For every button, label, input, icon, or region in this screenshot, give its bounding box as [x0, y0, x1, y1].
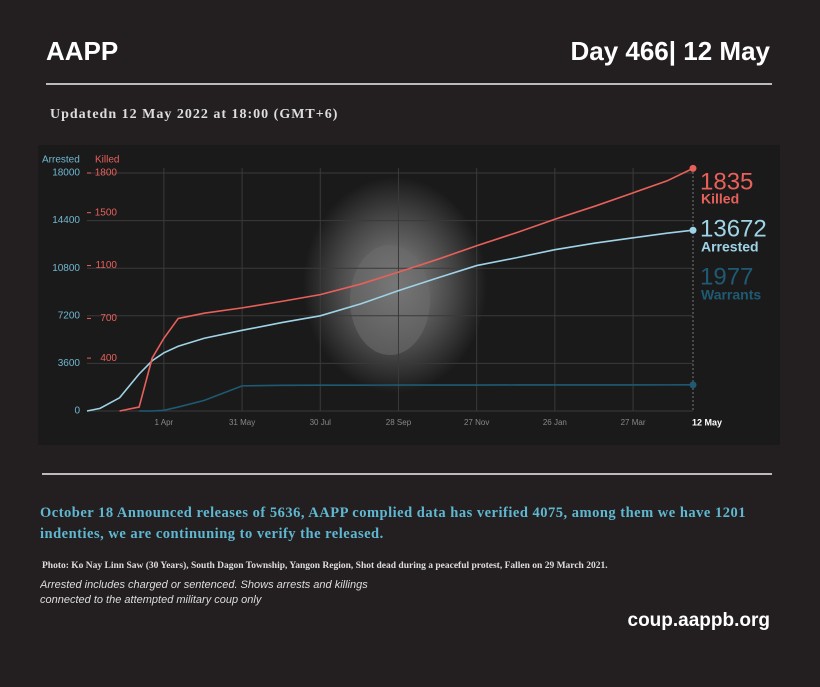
photo-face	[350, 245, 430, 355]
x-tick-label: 1 Apr	[155, 418, 174, 427]
y-axis-title: Arrested	[42, 155, 80, 166]
x-tick-label: 30 Jul	[310, 418, 332, 427]
x-tick-label: 28 Sep	[386, 418, 412, 427]
y2-axis-title: Killed	[95, 155, 119, 166]
y2-tick-label: 400	[100, 353, 117, 364]
end-value-label: 1835	[700, 168, 753, 195]
series-line	[139, 384, 694, 412]
y-tick-label: 7200	[58, 310, 81, 321]
y2-tick-label: 1100	[95, 260, 117, 271]
x-tick-label: 27 Mar	[621, 418, 646, 427]
legend-label: Killed	[701, 191, 739, 207]
series-line	[119, 167, 694, 412]
y2-tick-label: 1800	[95, 168, 118, 179]
y2-tick-label: 700	[100, 313, 117, 324]
footnote-box: Arrested includes charged or sentenced. …	[40, 579, 368, 606]
y-tick-label: 10800	[52, 263, 80, 274]
y-tick-label: 14400	[52, 215, 80, 226]
x-tick-label: 27 Nov	[464, 418, 489, 427]
series-line	[86, 229, 694, 412]
brand: AAPP	[46, 36, 118, 66]
legend-label: Arrested	[701, 239, 759, 255]
footnote: Arrested includes charged or sentenced. …	[40, 579, 368, 606]
end-value-label: 1977	[700, 263, 753, 290]
url: coup.aappb.org	[628, 610, 771, 631]
x-tick-label: 26 Jan	[543, 418, 567, 427]
end-dot	[689, 164, 697, 172]
end-dot	[689, 381, 697, 389]
legend-label: Warrants	[701, 287, 761, 303]
end-dot	[689, 226, 697, 234]
caption: Photo: Ko Nay Linn Saw (30 Years), South…	[42, 560, 608, 571]
y-tick-label: 18000	[52, 168, 80, 179]
day-label: Day 466| 12 May	[570, 36, 770, 66]
x-tick-label: 31 May	[229, 418, 255, 427]
x-tick-label: 12 May	[692, 417, 722, 427]
note: October 18 Announced releases of 5636, A…	[40, 505, 746, 542]
note-box: October 18 Announced releases of 5636, A…	[40, 505, 746, 542]
y-tick-label: 0	[74, 406, 80, 417]
updated: Updatedn 12 May 2022 at 18:00 (GMT+6)	[50, 107, 338, 122]
y2-tick-label: 1500	[95, 207, 118, 218]
y-tick-label: 3600	[58, 358, 81, 369]
end-value-label: 13672	[700, 215, 767, 242]
